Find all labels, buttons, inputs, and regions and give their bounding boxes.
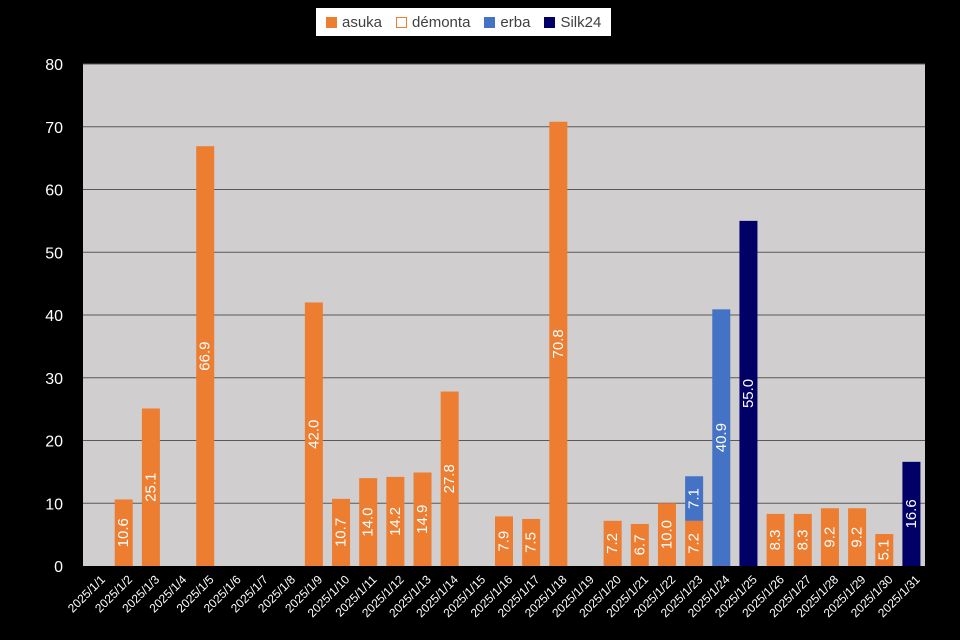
bar-asuka-26: [766, 513, 785, 566]
legend-entry-silk24: Silk24: [544, 14, 601, 31]
bar-asuka-18: [549, 121, 568, 566]
data-label: 16.6: [903, 499, 920, 528]
bar-asuka-10: [332, 498, 351, 566]
data-label: 7.2: [686, 533, 703, 554]
bar-asuka-27: [793, 513, 812, 566]
bar-asuka-12: [386, 476, 405, 566]
bar-asuka-17: [522, 518, 541, 566]
bar-asuka-14: [440, 391, 459, 566]
data-label: 10.6: [115, 518, 132, 547]
y-tick-label: 20: [45, 434, 63, 451]
bar-asuka-28: [820, 508, 839, 566]
y-tick-label: 70: [45, 120, 63, 137]
bar-asuka-22: [657, 503, 676, 566]
chart-legend: asuka démonta erba Silk24: [316, 8, 612, 36]
legend-label-erba: erba: [500, 13, 531, 31]
bar-asuka-3: [141, 408, 160, 566]
data-label: 10.7: [333, 518, 350, 547]
legend-entry-demonta: démonta: [396, 14, 470, 31]
bar-asuka-13: [413, 472, 432, 566]
legend-swatch-erba: [484, 16, 496, 28]
y-tick-label: 10: [45, 496, 63, 513]
legend-label-silk24: Silk24: [560, 13, 602, 31]
data-label: 27.8: [441, 464, 458, 493]
data-label: 5.1: [876, 540, 893, 561]
data-label: 7.2: [604, 533, 621, 554]
bar-silk24-31: [902, 461, 921, 566]
data-label: 25.1: [142, 473, 159, 502]
bar-asuka-2: [114, 499, 133, 566]
bar-asuka-30: [875, 533, 894, 566]
y-tick-label: 50: [45, 245, 63, 262]
legend-entry-erba: erba: [484, 14, 530, 31]
y-tick-label: 30: [45, 371, 63, 388]
bar-asuka-23: [685, 520, 704, 566]
data-label: 7.1: [686, 488, 703, 509]
data-label: 7.9: [496, 531, 513, 552]
data-label: 40.9: [713, 423, 730, 452]
legend-label-demonta: démonta: [412, 13, 471, 31]
y-tick-label: 60: [45, 183, 63, 200]
bar-silk24-25: [739, 220, 758, 566]
bar-asuka-5: [196, 146, 215, 566]
bar-asuka-16: [495, 516, 513, 566]
bar-erba-23: [685, 476, 704, 521]
bar-asuka-21: [630, 523, 649, 566]
bar-asuka-9: [304, 302, 323, 566]
bar-asuka-29: [848, 508, 867, 566]
data-label: 70.8: [550, 329, 567, 358]
y-tick-label: 40: [45, 308, 63, 325]
data-label: 42.0: [305, 420, 322, 449]
data-label: 9.2: [849, 527, 866, 548]
bar-asuka-11: [359, 478, 378, 566]
data-label: 9.2: [821, 527, 838, 548]
legend-swatch-demonta: [396, 16, 408, 28]
data-label: 14.0: [360, 507, 377, 536]
bar-asuka-20: [603, 520, 622, 566]
data-label: 10.0: [658, 520, 675, 549]
data-label: 8.3: [767, 530, 784, 551]
data-label: 66.9: [197, 341, 214, 370]
legend-label-asuka: asuka: [342, 13, 383, 31]
data-label: 6.7: [631, 535, 648, 556]
legend-swatch-silk24: [544, 16, 556, 28]
y-tick-label: 80: [45, 57, 63, 74]
data-label: 55.0: [740, 379, 757, 408]
bar-erba-24: [712, 309, 731, 566]
y-tick-label: 0: [54, 559, 63, 576]
data-label: 14.2: [387, 507, 404, 536]
data-label: 14.9: [414, 505, 431, 534]
legend-swatch-asuka: [326, 16, 337, 28]
legend-entry-asuka: asuka: [326, 14, 382, 31]
data-label: 7.5: [523, 532, 540, 553]
data-label: 8.3: [794, 530, 811, 551]
